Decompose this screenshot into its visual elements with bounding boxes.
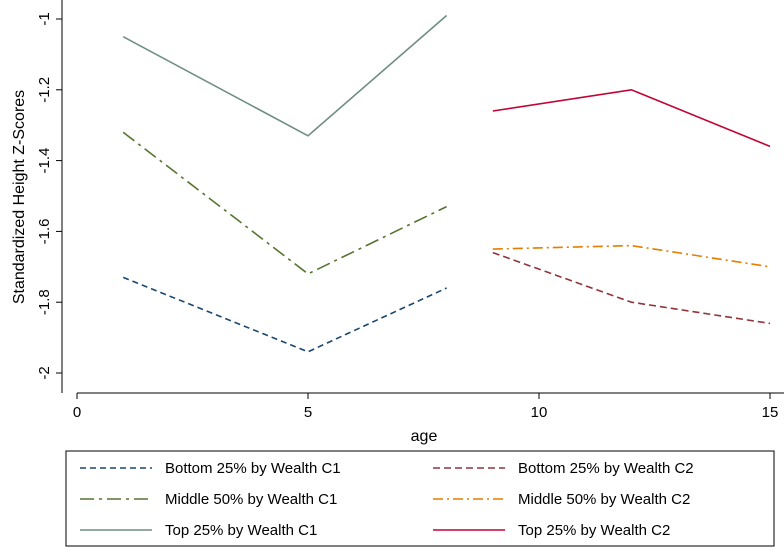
legend-label: Middle 50% by Wealth C1 <box>165 491 337 508</box>
legend-label: Top 25% by Wealth C1 <box>165 522 317 539</box>
series-line-2 <box>122 131 447 275</box>
series-line-1 <box>122 276 447 353</box>
y-axis-label: Standardized Height Z-Scores <box>11 90 28 304</box>
x-tick-label: 15 <box>762 404 779 421</box>
y-tick-label: -1 <box>36 12 53 25</box>
x-axis-label: age <box>411 428 438 445</box>
x-tick-label: 0 <box>73 404 81 421</box>
y-tick-label: -1.8 <box>36 289 53 315</box>
x-tick-label: 10 <box>531 404 548 421</box>
legend-label: Bottom 25% by Wealth C1 <box>165 460 341 477</box>
legend: Bottom 25% by Wealth C1 Middle 50% by Wea… <box>65 450 775 547</box>
series-line-3 <box>122 14 448 137</box>
legend-label: Top 25% by Wealth C2 <box>518 522 670 539</box>
series-line-5 <box>492 244 771 268</box>
series-lines <box>122 14 771 353</box>
y-tick-label: -1.6 <box>36 218 53 244</box>
ticks: 0 5 10 15 -2 -1.8 -1.6 -1.4 -1.2 -1 <box>36 12 778 421</box>
x-tick-label: 5 <box>304 404 312 421</box>
y-tick-label: -1.2 <box>36 77 53 103</box>
series-line-4 <box>492 251 771 325</box>
axes <box>61 0 784 394</box>
legend-label: Middle 50% by Wealth C2 <box>518 491 690 508</box>
y-tick-label: -1.4 <box>36 148 53 174</box>
legend-box <box>65 450 775 547</box>
series-line-6 <box>492 88 771 148</box>
y-tick-label: -2 <box>36 366 53 379</box>
legend-label: Bottom 25% by Wealth C2 <box>518 460 694 477</box>
